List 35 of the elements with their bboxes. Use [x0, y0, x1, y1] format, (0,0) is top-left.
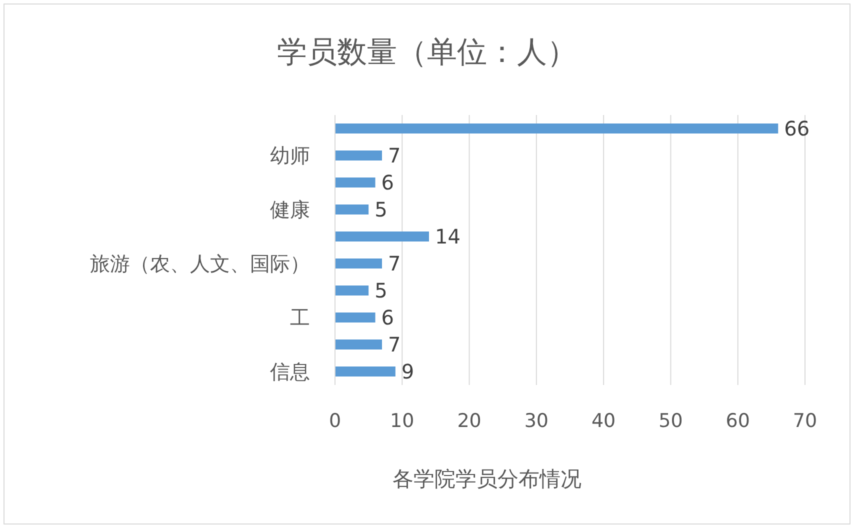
x-tick-label: 20	[457, 410, 482, 432]
data-label: 66	[784, 116, 810, 140]
bar	[335, 366, 396, 376]
bar	[335, 340, 382, 350]
y-tick-label: 工	[290, 306, 310, 330]
bar	[335, 312, 376, 322]
data-label: 6	[381, 306, 394, 330]
x-tick-label: 0	[328, 410, 342, 432]
x-tick-label: 50	[658, 410, 683, 432]
data-label: 14	[435, 224, 460, 248]
data-label: 9	[401, 360, 414, 384]
y-tick-label: 幼师	[270, 144, 310, 168]
data-label: 5	[374, 278, 388, 302]
data-label: 7	[388, 144, 401, 168]
bar	[335, 258, 382, 268]
chart-title: 学员数量（单位：人）	[277, 35, 577, 70]
y-tick-label: 信息	[270, 360, 310, 384]
bar	[335, 204, 369, 214]
y-tick-label: 健康	[270, 198, 310, 222]
y-tick-label: 旅游（农、人文、国际）	[90, 252, 310, 276]
x-tick-label: 40	[591, 410, 616, 432]
bar	[335, 124, 778, 134]
bar	[335, 178, 376, 188]
x-axis-title: 各学院学员分布情况	[392, 467, 582, 491]
x-tick-label: 70	[792, 410, 818, 432]
x-tick-label: 10	[390, 410, 414, 432]
bar	[335, 150, 382, 160]
bar	[335, 232, 429, 242]
x-tick-label: 30	[524, 410, 549, 432]
bar	[335, 286, 369, 296]
data-label: 7	[388, 332, 401, 356]
data-label: 7	[388, 252, 401, 276]
data-label: 5	[374, 198, 388, 222]
x-tick-label: 60	[726, 410, 750, 432]
data-label: 6	[381, 170, 394, 194]
